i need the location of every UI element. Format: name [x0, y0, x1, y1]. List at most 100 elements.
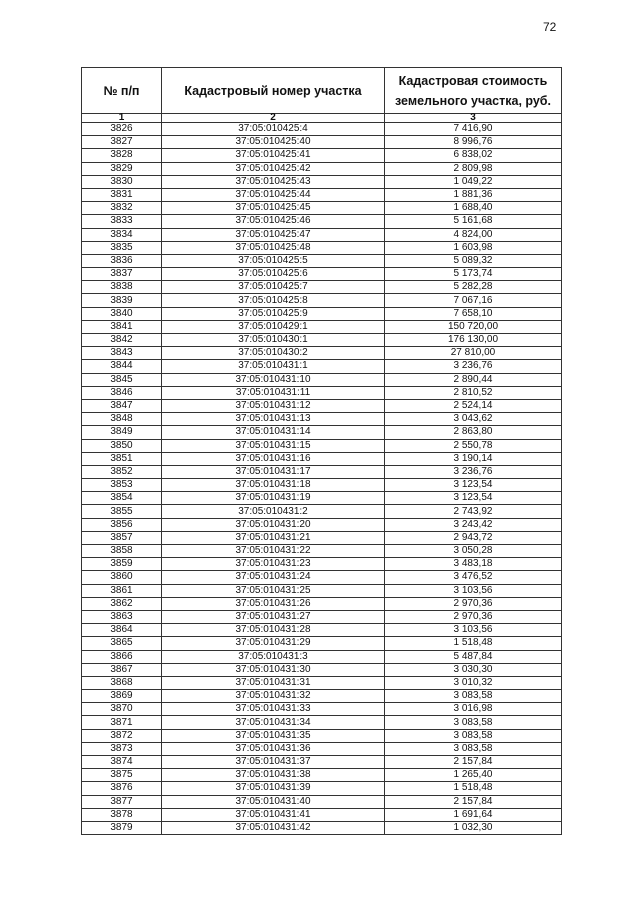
table-row: 3830 37:05:010425:43 1 049,22 — [81, 174, 562, 189]
cadastral-number: 37:05:010431:38 — [161, 768, 385, 783]
cadastral-value: 3 243,42 — [384, 517, 562, 532]
header-index: № п/п — [81, 67, 162, 114]
table-row: 3850 37:05:010431:15 2 550,78 — [81, 438, 562, 453]
cadastral-number: 37:05:010431:25 — [161, 583, 385, 598]
table-row: 3877 37:05:010431:40 2 157,84 — [81, 794, 562, 809]
cadastral-number: 37:05:010425:47 — [161, 227, 385, 242]
row-index: 3835 — [81, 240, 162, 255]
cadastral-value: 3 083,58 — [384, 728, 562, 743]
cadastral-number: 37:05:010431:3 — [161, 649, 385, 664]
cadastral-value: 3 236,76 — [384, 464, 562, 480]
cadastral-value: 2 890,44 — [384, 372, 562, 387]
row-index: 3869 — [81, 689, 162, 704]
cadastral-number: 37:05:010425:4 — [161, 121, 385, 137]
table-row: 3844 37:05:010431:1 3 236,76 — [81, 359, 562, 374]
row-index: 3826 — [81, 121, 162, 137]
table-row: 3860 37:05:010431:24 3 476,52 — [81, 570, 562, 585]
row-index: 3863 — [81, 609, 162, 625]
table-row: 3847 37:05:010431:12 2 524,14 — [81, 398, 562, 414]
cadastral-number: 37:05:010431:22 — [161, 543, 385, 559]
cadastral-number: 37:05:010431:16 — [161, 451, 385, 466]
table-row: 3854 37:05:010431:19 3 123,54 — [81, 491, 562, 506]
row-index: 3857 — [81, 530, 162, 546]
table-row: 3845 37:05:010431:10 2 890,44 — [81, 372, 562, 387]
cadastral-value: 4 824,00 — [384, 227, 562, 242]
table-row: 3835 37:05:010425:48 1 603,98 — [81, 240, 562, 255]
cadastral-value: 2 809,98 — [384, 161, 562, 176]
table-row: 3840 37:05:010425:9 7 658,10 — [81, 306, 562, 321]
cadastral-number: 37:05:010431:36 — [161, 741, 385, 757]
cadastral-number: 37:05:010425:45 — [161, 201, 385, 216]
row-index: 3827 — [81, 135, 162, 150]
cadastral-number: 37:05:010431:21 — [161, 530, 385, 546]
cadastral-number: 37:05:010431:17 — [161, 464, 385, 480]
table-row: 3862 37:05:010431:26 2 970,36 — [81, 596, 562, 611]
column-number-row: 1 2 3 — [81, 113, 562, 123]
cadastral-number: 37:05:010425:42 — [161, 161, 385, 176]
table-row: 3841 37:05:010429:1 150 720,00 — [81, 319, 562, 335]
table-row: 3833 37:05:010425:46 5 161,68 — [81, 214, 562, 229]
table-row: 3875 37:05:010431:38 1 265,40 — [81, 768, 562, 783]
table-row: 3867 37:05:010431:30 3 030,30 — [81, 662, 562, 677]
cadastral-value: 150 720,00 — [384, 319, 562, 335]
cadastral-number: 37:05:010431:34 — [161, 715, 385, 730]
row-index: 3836 — [81, 253, 162, 269]
table-row: 3848 37:05:010431:13 3 043,62 — [81, 412, 562, 427]
table-row: 3832 37:05:010425:45 1 688,40 — [81, 201, 562, 216]
cadastral-number: 37:05:010431:27 — [161, 609, 385, 625]
cadastral-number: 37:05:010425:48 — [161, 240, 385, 255]
column-number: 3 — [384, 113, 562, 123]
cadastral-number: 37:05:010431:40 — [161, 794, 385, 809]
row-index: 3873 — [81, 741, 162, 757]
table-row: 3876 37:05:010431:39 1 518,48 — [81, 781, 562, 796]
cadastral-value: 1 881,36 — [384, 187, 562, 203]
cadastral-number: 37:05:010431:30 — [161, 662, 385, 677]
cadastral-value: 5 282,28 — [384, 280, 562, 295]
table-row: 3839 37:05:010425:8 7 067,16 — [81, 293, 562, 308]
row-index: 3831 — [81, 187, 162, 203]
row-index: 3837 — [81, 267, 162, 282]
table-row: 3857 37:05:010431:21 2 943,72 — [81, 530, 562, 546]
row-index: 3859 — [81, 557, 162, 572]
cadastral-value: 3 123,54 — [384, 491, 562, 506]
cadastral-number: 37:05:010431:24 — [161, 570, 385, 585]
cadastral-value: 8 996,76 — [384, 135, 562, 150]
cadastral-value: 3 236,76 — [384, 359, 562, 374]
table-row: 3851 37:05:010431:16 3 190,14 — [81, 451, 562, 466]
cadastral-value: 5 487,84 — [384, 649, 562, 664]
table-row: 3870 37:05:010431:33 3 016,98 — [81, 702, 562, 717]
header-row: № п/п Кадастровый номер участка Кадастро… — [81, 67, 562, 114]
table-row: 3868 37:05:010431:31 3 010,32 — [81, 675, 562, 691]
cadastral-number: 37:05:010431:14 — [161, 425, 385, 440]
cadastral-number: 37:05:010425:43 — [161, 174, 385, 189]
cadastral-value: 5 161,68 — [384, 214, 562, 229]
cadastral-value: 7 416,90 — [384, 121, 562, 137]
row-index: 3829 — [81, 161, 162, 176]
table-row: 3863 37:05:010431:27 2 970,36 — [81, 609, 562, 625]
table-row: 3858 37:05:010431:22 3 050,28 — [81, 543, 562, 559]
cadastral-value: 5 173,74 — [384, 267, 562, 282]
cadastral-value: 3 190,14 — [384, 451, 562, 466]
cadastral-number: 37:05:010429:1 — [161, 319, 385, 335]
cadastral-value: 2 863,80 — [384, 425, 562, 440]
table-row: 3864 37:05:010431:28 3 103,56 — [81, 623, 562, 638]
cadastral-value: 2 943,72 — [384, 530, 562, 546]
cadastral-value: 3 083,58 — [384, 689, 562, 704]
cadastral-number: 37:05:010425:5 — [161, 253, 385, 269]
cadastral-value: 1 603,98 — [384, 240, 562, 255]
cadastral-value: 2 810,52 — [384, 385, 562, 400]
cadastral-value: 3 083,58 — [384, 741, 562, 757]
table-row: 3828 37:05:010425:41 6 838,02 — [81, 148, 562, 163]
cadastral-value: 3 103,56 — [384, 583, 562, 598]
cadastral-value: 3 030,30 — [384, 662, 562, 677]
table-row: 3869 37:05:010431:32 3 083,58 — [81, 689, 562, 704]
cadastral-value: 27 810,00 — [384, 346, 562, 361]
table-row: 3859 37:05:010431:23 3 483,18 — [81, 557, 562, 572]
cadastral-number: 37:05:010431:23 — [161, 557, 385, 572]
cadastral-value: 1 688,40 — [384, 201, 562, 216]
cadastral-number: 37:05:010431:31 — [161, 675, 385, 691]
cadastral-number: 37:05:010431:15 — [161, 438, 385, 453]
row-index: 3841 — [81, 319, 162, 335]
column-number: 1 — [81, 113, 162, 123]
cadastral-number: 37:05:010431:41 — [161, 807, 385, 822]
